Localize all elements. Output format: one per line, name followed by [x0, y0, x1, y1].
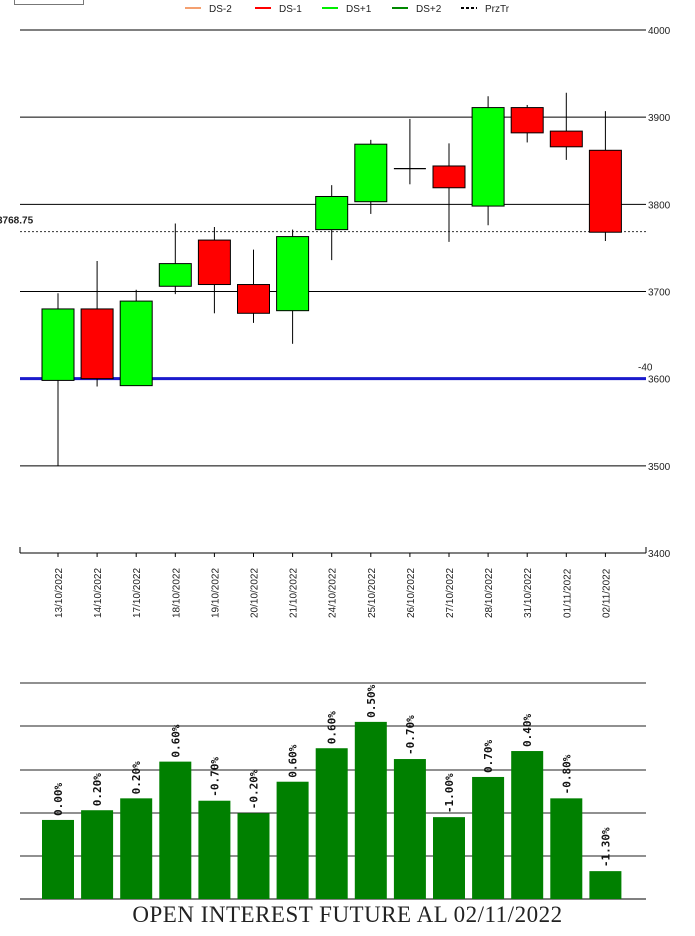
bar-25/10/2022 — [354, 721, 387, 899]
y-tick-label-3400: 3400 — [648, 549, 671, 560]
bar-26/10/2022 — [393, 759, 426, 899]
legend-label-2: DS-1 — [279, 4, 302, 15]
bar-14/10/2022 — [81, 810, 114, 899]
legend-label-4: DS+2 — [416, 4, 442, 15]
bar-value-label-19/10/2022: -0.70% — [208, 757, 221, 797]
top-input-box[interactable] — [14, 0, 84, 5]
candle-body-17/10/2022 — [119, 300, 153, 387]
candle-body-27/10/2022 — [432, 165, 466, 189]
reference-line-label: 3768.75 — [0, 216, 34, 227]
legend: DS-2 DS-1 DS+1 DS+2 PrzTr — [185, 4, 510, 15]
bar-value-label-25/10/2022: 0.50% — [365, 684, 378, 717]
x-tick-label-18/10/2022: 18/10/2022 — [171, 568, 182, 618]
bar-value-label-31/10/2022: 0.40% — [521, 714, 534, 747]
candle-body-25/10/2022 — [354, 143, 388, 203]
y-tick-label-3700: 3700 — [648, 288, 671, 299]
bar-27/10/2022 — [433, 817, 465, 899]
bar-24/10/2022 — [315, 748, 348, 899]
bar-01/11/2022 — [550, 798, 583, 899]
bar-value-label-28/10/2022: 0.70% — [482, 739, 495, 772]
legend-label-5: PrzTr — [485, 4, 510, 15]
candle-body-14/10/2022 — [80, 308, 114, 380]
open-interest-bar-chart: 0.00% 0.20% 0.20% 0.60% -0.70% -0.20% 0.60% 0.6… — [20, 682, 646, 900]
bar-21/10/2022 — [276, 781, 309, 899]
bar-value-label-18/10/2022: 0.60% — [169, 724, 182, 757]
bar-31/10/2022 — [511, 751, 544, 899]
bar-value-label-26/10/2022: -0.70% — [404, 715, 417, 755]
candle-body-21/10/2022 — [276, 236, 310, 312]
x-tick-label-20/10/2022: 20/10/2022 — [250, 568, 261, 618]
support-line-label: -40 — [638, 363, 653, 374]
bar-20/10/2022 — [237, 813, 270, 899]
legend-label-1: DS-2 — [209, 4, 232, 15]
candle-body-19/10/2022 — [197, 239, 231, 286]
bar-value-label-24/10/2022: 0.60% — [326, 711, 339, 744]
x-tick-label-31/10/2022: 31/10/2022 — [523, 568, 534, 618]
y-tick-label-3900: 3900 — [648, 113, 671, 124]
x-tick-label-19/10/2022: 19/10/2022 — [210, 568, 221, 618]
x-tick-label-24/10/2022: 24/10/2022 — [328, 568, 339, 618]
x-tick-label-26/10/2022: 26/10/2022 — [406, 568, 417, 618]
candle-body-18/10/2022 — [158, 263, 192, 287]
bar-value-label-20/10/2022: -0.20% — [248, 769, 261, 809]
y-tick-label-3800: 3800 — [648, 200, 671, 211]
bar-28/10/2022 — [472, 776, 505, 899]
bar-19/10/2022 — [198, 800, 231, 899]
x-tick-label-17/10/2022: 17/10/2022 — [132, 568, 143, 618]
x-tick-label-28/10/2022: 28/10/2022 — [484, 568, 495, 618]
bar-13/10/2022 — [42, 819, 74, 899]
bar-value-label-01/11/2022: -0.80% — [560, 754, 573, 794]
y-tick-label-3600: 3600 — [648, 375, 671, 386]
candlestick-chart: 4000 3900 3800 3700 3600 3500 3400 -40 3768.75 13… — [0, 26, 671, 618]
candle-body-13/10/2022 — [41, 308, 75, 381]
y-tick-label-4000: 4000 — [648, 26, 671, 37]
x-tick-label-21/10/2022: 21/10/2022 — [289, 568, 300, 618]
x-tick-label-13/10/2022: 13/10/2022 — [54, 568, 65, 618]
x-tick-label-25/10/2022: 25/10/2022 — [367, 568, 378, 618]
x-tick-label-27/10/2022: 27/10/2022 — [445, 568, 456, 618]
candle-body-20/10/2022 — [237, 284, 270, 314]
bar-value-label-21/10/2022: 0.60% — [287, 744, 300, 777]
x-tick-label-01/11/2022: 01/11/2022 — [562, 568, 573, 618]
y-tick-label-3500: 3500 — [648, 462, 671, 473]
candle-body-28/10/2022 — [471, 107, 505, 207]
chart-title: OPEN INTEREST FUTURE AL 02/11/2022 — [132, 902, 563, 927]
bar-value-label-13/10/2022: 0.00% — [52, 782, 65, 815]
bar-02/11/2022 — [589, 871, 622, 899]
candle-body-01/11/2022 — [549, 130, 583, 148]
candle-body-24/10/2022 — [315, 195, 349, 231]
bar-17/10/2022 — [120, 798, 153, 899]
bar-value-label-14/10/2022: 0.20% — [91, 773, 104, 806]
candle-body-02/11/2022 — [588, 149, 622, 233]
x-tick-label-02/11/2022: 02/11/2022 — [601, 568, 612, 618]
bar-value-label-27/10/2022: -1.00% — [443, 773, 456, 813]
bar-value-label-02/11/2022: -1.30% — [599, 827, 612, 867]
bar-18/10/2022 — [159, 761, 192, 899]
bar-value-label-17/10/2022: 0.20% — [130, 761, 143, 794]
candle-body-31/10/2022 — [510, 107, 544, 134]
x-tick-label-14/10/2022: 14/10/2022 — [93, 568, 104, 618]
legend-label-3: DS+1 — [346, 4, 372, 15]
